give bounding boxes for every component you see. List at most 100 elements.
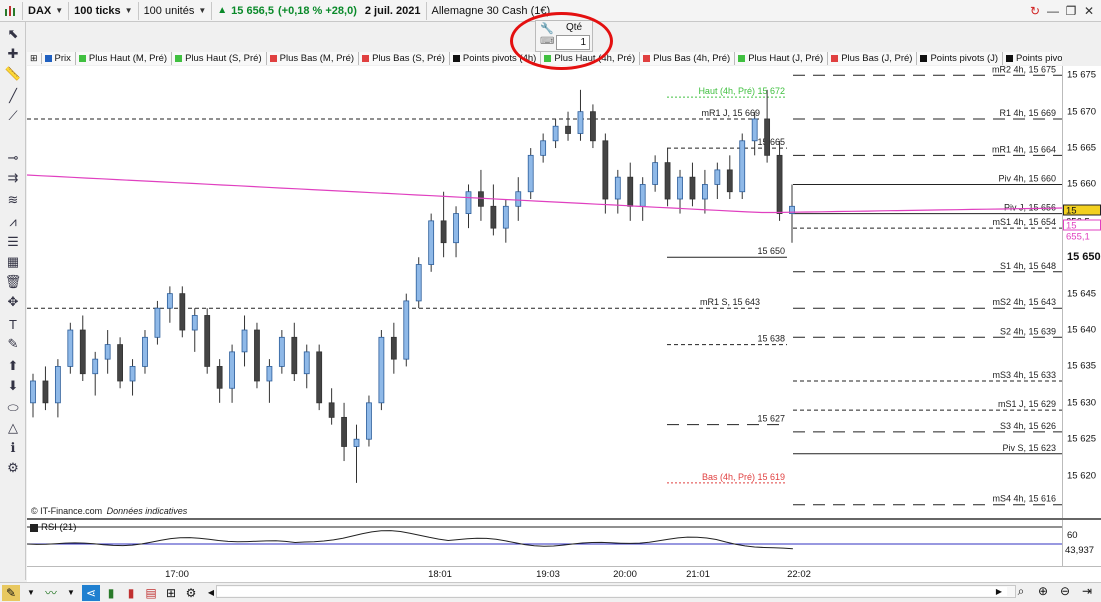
- up-arrow-icon: ▲: [217, 5, 228, 16]
- drawing-tools-panel: ⬉ ✚ 📏 ╱ ⟋ ⊸ ⇉ ≋ ⩘ ☰ ▦ 🗑 ✥ T ✎ ⬆ ⬇ ⬭ △ ℹ …: [0, 22, 26, 580]
- close-button[interactable]: ✕: [1083, 3, 1095, 18]
- segment-icon[interactable]: ⟋: [8, 108, 18, 123]
- ticks-select[interactable]: 100 ticks ▼: [69, 1, 139, 20]
- minimize-button[interactable]: —: [1047, 3, 1059, 18]
- legend-swatch: [362, 55, 370, 62]
- channel-icon[interactable]: ⇉: [7, 170, 19, 185]
- zoom-fit-icon[interactable]: ⌕: [1017, 583, 1025, 598]
- pivot-level-label: 15 638: [757, 334, 785, 344]
- candles-red-icon[interactable]: ▮: [127, 585, 135, 600]
- legend-item[interactable]: Plus Haut (M, Pré): [76, 52, 173, 65]
- rsi-line: [26, 530, 793, 550]
- credit-source: © IT-Finance.com: [31, 506, 103, 516]
- units-select[interactable]: 100 unités ▼: [139, 1, 213, 20]
- symbol-select[interactable]: DAX ▼: [23, 1, 70, 20]
- down-arrow-icon[interactable]: ⬇: [7, 378, 19, 393]
- grid-icon[interactable]: ▦: [6, 254, 20, 269]
- pivot-level-label: S2 4h, 15 639: [1000, 326, 1056, 336]
- y-tick-label: 15 620: [1067, 470, 1097, 482]
- up-arrow-icon[interactable]: ⬆: [7, 358, 19, 373]
- settings-icon[interactable]: ⚙: [185, 585, 197, 600]
- candle-body: [229, 351, 235, 389]
- pencil-icon[interactable]: ✎: [2, 584, 20, 601]
- move-icon[interactable]: ✥: [7, 294, 19, 309]
- candle-body: [776, 154, 783, 214]
- x-tick-label: 17:00: [165, 569, 189, 580]
- restore-button[interactable]: ❐: [1065, 3, 1077, 18]
- zoom-in-icon[interactable]: ⊕: [1037, 584, 1049, 598]
- fan-icon[interactable]: ⩘: [9, 214, 17, 229]
- scroll-end-icon[interactable]: ⇥: [1081, 584, 1093, 598]
- horizontal-line-icon[interactable]: ⊸: [7, 150, 19, 165]
- candle-body: [627, 176, 634, 207]
- legend-item[interactable]: Points pivots (J): [917, 52, 1004, 65]
- pivot-level-label: mS2 4h, 15 643: [992, 297, 1056, 307]
- levels-icon[interactable]: ☰: [7, 234, 19, 249]
- candle-body: [565, 125, 571, 134]
- candle-body: [714, 169, 721, 185]
- scroll-right-icon[interactable]: ▶: [995, 586, 1003, 596]
- legend-item[interactable]: Plus Haut (S, Pré): [172, 52, 267, 65]
- triangle-icon[interactable]: △: [8, 420, 18, 435]
- time-axis[interactable]: 17:00 18:01 19:03 20:00 21:01 22:02: [27, 566, 1101, 582]
- horizontal-scrollbar[interactable]: [216, 585, 1016, 598]
- price-axis[interactable]: 15 675 15 670 15 665 15 660 15 650 15 645 15 6…: [1062, 66, 1101, 518]
- candle-body: [515, 191, 522, 207]
- candle-body: [764, 118, 771, 156]
- legend-item[interactable]: Plus Bas (4h, Pré): [640, 52, 736, 65]
- rsi-swatch: [30, 523, 38, 532]
- candle-body: [316, 351, 323, 404]
- y-tick-label: 15 670: [1067, 106, 1097, 118]
- price-chart[interactable]: mR2 4h, 15 675 Haut (4h, Pré) 15 672 mR1 J…: [26, 64, 1063, 518]
- legend-menu-icon[interactable]: ⊞: [27, 53, 42, 64]
- candle-body: [129, 366, 136, 382]
- rsi-title: RSI (21): [30, 522, 76, 533]
- price-chart-svg: mR2 4h, 15 675 Haut (4h, Pré) 15 672 mR1 J…: [26, 64, 1063, 506]
- legend-item[interactable]: Plus Haut (J, Pré): [735, 52, 829, 65]
- legend-item[interactable]: Plus Bas (S, Pré): [359, 52, 450, 65]
- rsi-panel[interactable]: RSI (21): [26, 520, 1062, 566]
- info-icon[interactable]: ℹ: [10, 440, 16, 455]
- candle-body: [677, 176, 683, 200]
- candle-body: [266, 366, 273, 382]
- panel-separator[interactable]: [27, 518, 1101, 520]
- candle-body: [79, 329, 86, 375]
- zoom-out-icon[interactable]: ⊖: [1059, 584, 1071, 598]
- chart-type-icon[interactable]: [0, 1, 23, 20]
- crosshair-icon[interactable]: ✚: [7, 46, 19, 61]
- quote-date: 2 juil. 2021: [364, 4, 421, 17]
- ruler-icon[interactable]: 📏: [4, 66, 22, 81]
- indicator-icon[interactable]: ▤: [145, 585, 157, 600]
- x-tick-label: 21:01: [686, 569, 710, 580]
- settings-icon[interactable]: ⚙: [7, 460, 19, 475]
- dropdown-icon[interactable]: ▼: [67, 588, 75, 597]
- legend-item[interactable]: Plus Bas (M, Pré): [267, 52, 360, 65]
- candles-icon[interactable]: ▮: [107, 585, 115, 600]
- text-icon[interactable]: T: [9, 316, 17, 332]
- scroll-left-icon[interactable]: ◀: [207, 588, 215, 597]
- pivot-level-label: 15 650: [757, 246, 785, 256]
- pen-icon[interactable]: ✎: [7, 336, 19, 351]
- legend-item[interactable]: Plus Bas (J, Pré): [828, 52, 918, 65]
- chevron-down-icon: ▼: [55, 6, 64, 15]
- moving-average-line: [26, 174, 1063, 214]
- line-icon[interactable]: ╱: [9, 88, 17, 103]
- candle-body: [428, 220, 435, 265]
- scrollbar-thumb[interactable]: [217, 587, 1007, 596]
- compare-icon[interactable]: ⊞: [165, 585, 177, 600]
- legend-item[interactable]: Prix: [42, 52, 76, 65]
- y-tick-label: 15 625: [1067, 433, 1097, 445]
- trash-icon[interactable]: 🗑: [4, 274, 22, 289]
- cursor-icon[interactable]: ⬉: [7, 26, 19, 41]
- dropdown-icon[interactable]: ▼: [27, 588, 35, 597]
- refresh-icon[interactable]: ↻: [1029, 3, 1041, 18]
- share-icon[interactable]: ⋖: [82, 584, 100, 601]
- ellipse-icon[interactable]: ⬭: [7, 400, 19, 415]
- chart-icon[interactable]: 〰: [44, 586, 57, 600]
- legend-item[interactable]: Points pivots (S): [1003, 52, 1062, 65]
- candle-body: [191, 315, 198, 331]
- x-tick-label: 20:00: [613, 569, 637, 580]
- candle-body: [453, 213, 459, 244]
- candle-body: [652, 162, 659, 185]
- fibonacci-icon[interactable]: ≋: [7, 192, 19, 207]
